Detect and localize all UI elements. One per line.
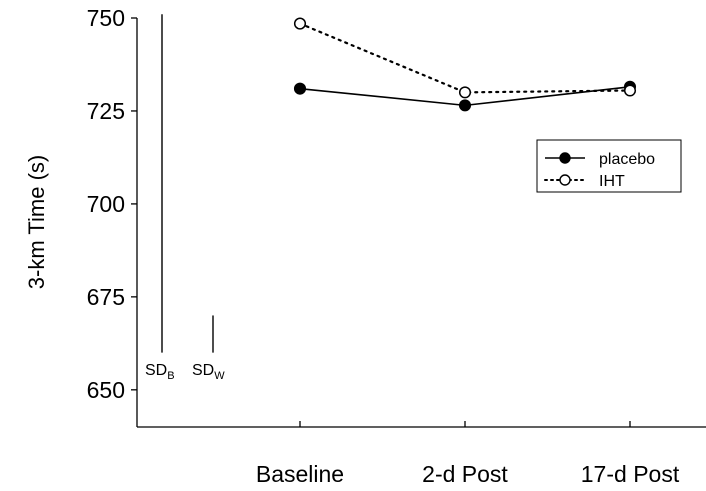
y-axis-label: 3-km Time (s) <box>24 155 49 289</box>
data-point-placebo <box>293 82 307 95</box>
legend: placebo IHT <box>536 139 682 193</box>
sd-bars: SDB SDW <box>145 14 225 382</box>
y-tick-label: 650 <box>87 377 125 403</box>
x-tick-label: 17-d Post <box>581 461 680 487</box>
sd-bar-label: SDB <box>145 362 175 382</box>
legend-marker-placebo <box>559 152 571 164</box>
data-point-placebo <box>458 99 472 112</box>
y-tick-label: 700 <box>87 191 125 217</box>
x-tick-label: 2-d Post <box>422 461 508 487</box>
x-tick-label: Baseline <box>256 461 344 487</box>
y-tick-label: 725 <box>87 98 125 124</box>
series-group <box>293 17 637 112</box>
data-point-iht <box>293 17 307 30</box>
legend-label-iht: IHT <box>599 173 625 190</box>
y-tick-label: 750 <box>87 5 125 31</box>
y-ticks: 650 675 700 725 750 <box>87 5 137 403</box>
data-point-iht <box>458 86 472 99</box>
x-ticks: Baseline 2-d Post 17-d Post <box>256 421 680 487</box>
sd-bar-label: SDW <box>192 362 225 382</box>
legend-label-placebo: placebo <box>599 151 655 168</box>
legend-marker-iht <box>559 174 571 186</box>
y-tick-label: 675 <box>87 284 125 310</box>
data-point-iht <box>623 84 637 97</box>
series-line-iht <box>298 22 632 94</box>
